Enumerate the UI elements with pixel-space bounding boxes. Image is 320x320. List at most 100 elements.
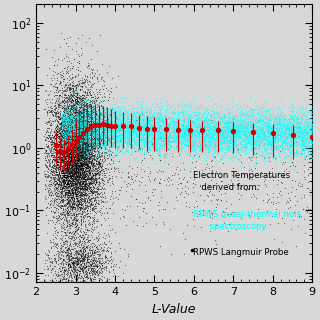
Point	[80, 166, 85, 171]
Point	[65, 66, 70, 71]
Point	[292, 151, 297, 156]
Point	[76, 119, 81, 124]
Point	[207, 116, 212, 122]
Point	[166, 138, 171, 143]
Point	[126, 134, 132, 139]
Point	[274, 147, 279, 152]
Point	[103, 135, 108, 140]
Point	[126, 173, 131, 179]
Point	[56, 176, 61, 181]
Point	[271, 202, 276, 207]
Point	[59, 174, 64, 179]
Point	[213, 129, 218, 134]
Point	[231, 120, 236, 125]
Point	[79, 111, 84, 116]
Point	[290, 121, 295, 126]
Point	[89, 129, 94, 134]
Point	[172, 119, 177, 124]
Point	[307, 130, 312, 135]
Point	[90, 128, 95, 133]
Point	[62, 112, 67, 117]
Point	[238, 130, 243, 135]
Point	[110, 129, 116, 134]
Point	[290, 121, 295, 126]
Point	[95, 137, 100, 142]
Point	[83, 156, 88, 162]
Point	[73, 130, 78, 135]
Point	[279, 114, 284, 119]
Point	[67, 117, 72, 123]
Point	[245, 123, 251, 128]
Point	[80, 201, 85, 206]
Point	[85, 260, 90, 265]
Point	[267, 133, 272, 138]
Point	[241, 149, 246, 154]
Point	[231, 147, 236, 152]
Point	[94, 86, 99, 91]
Point	[220, 124, 225, 129]
Point	[93, 135, 99, 140]
Point	[245, 121, 250, 126]
Point	[89, 118, 94, 123]
Point	[295, 121, 300, 126]
Point	[72, 171, 77, 176]
Point	[44, 121, 50, 126]
Point	[225, 106, 230, 111]
Point	[298, 124, 303, 129]
Point	[77, 152, 82, 157]
Point	[202, 138, 207, 143]
Point	[197, 141, 202, 147]
Point	[222, 123, 228, 128]
Point	[247, 143, 252, 148]
Point	[65, 132, 70, 137]
Point	[73, 144, 78, 149]
Point	[222, 129, 227, 134]
Point	[142, 149, 148, 154]
Point	[206, 124, 211, 129]
Point	[167, 116, 172, 122]
Point	[70, 100, 75, 105]
Point	[69, 140, 75, 145]
Point	[96, 113, 101, 118]
Point	[268, 129, 273, 134]
Point	[305, 131, 310, 136]
Point	[73, 271, 78, 276]
Point	[205, 105, 210, 110]
Point	[59, 183, 64, 188]
Point	[308, 178, 313, 183]
Point	[66, 249, 71, 254]
Point	[131, 143, 136, 148]
Point	[291, 125, 296, 131]
Point	[113, 136, 118, 141]
Point	[60, 244, 66, 249]
Point	[69, 146, 75, 151]
Point	[153, 125, 158, 130]
Point	[236, 122, 241, 127]
Point	[64, 125, 69, 130]
Point	[65, 107, 70, 112]
Point	[84, 136, 89, 141]
Point	[230, 118, 235, 123]
Point	[258, 113, 263, 118]
Point	[68, 115, 74, 120]
Point	[122, 133, 127, 138]
Point	[187, 129, 192, 134]
Point	[266, 123, 271, 128]
Point	[195, 89, 200, 94]
Point	[286, 116, 291, 122]
Point	[200, 133, 205, 138]
Point	[116, 142, 121, 147]
Point	[102, 109, 107, 115]
Point	[60, 118, 65, 123]
Point	[105, 125, 110, 130]
Point	[270, 199, 275, 204]
Point	[137, 115, 142, 120]
Point	[88, 130, 93, 135]
Point	[69, 156, 75, 161]
Point	[87, 184, 92, 189]
Point	[164, 131, 169, 136]
Point	[82, 143, 87, 148]
Point	[174, 143, 179, 148]
Point	[60, 117, 65, 122]
Point	[92, 106, 98, 111]
